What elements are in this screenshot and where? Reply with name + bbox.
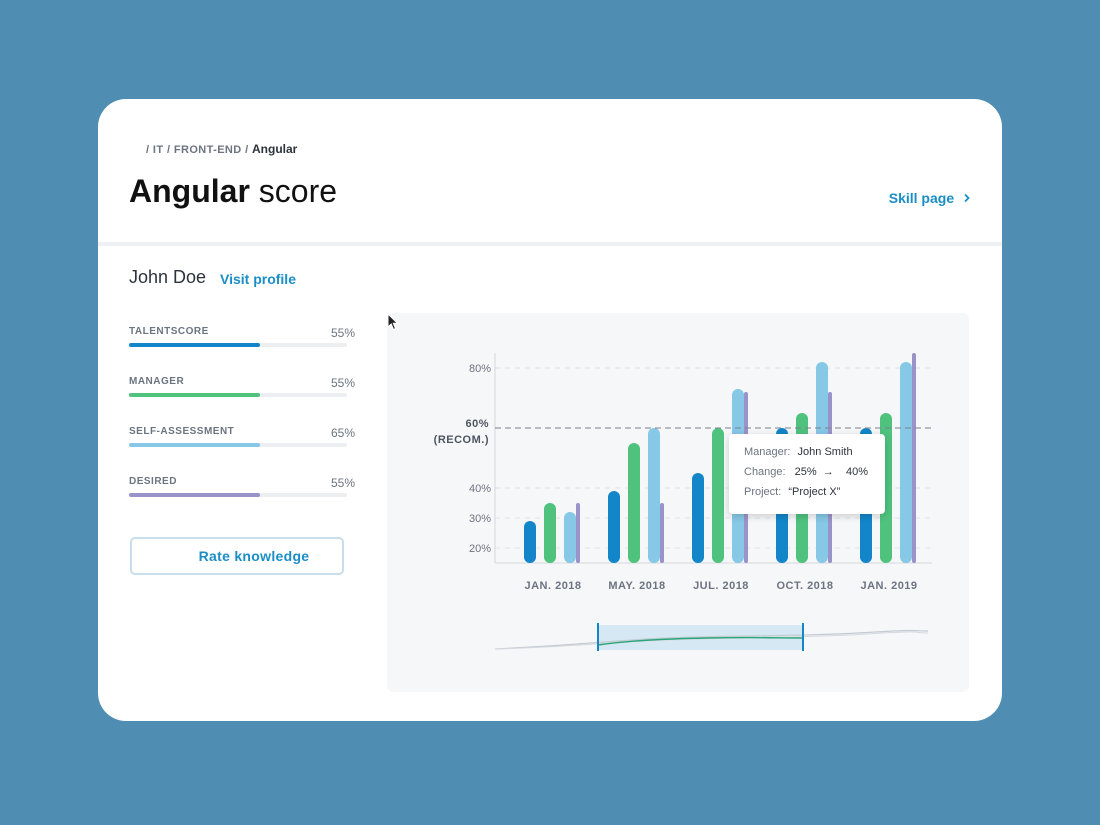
metric-track	[129, 343, 347, 347]
mouse-cursor-icon	[387, 313, 399, 331]
chevron-right-icon[interactable]	[962, 193, 972, 203]
breadcrumb-current: Angular	[252, 142, 298, 156]
metric-label: MANAGER	[129, 376, 185, 387]
bar	[648, 428, 660, 563]
page-title-suffix: score	[258, 173, 338, 209]
metric-track	[129, 493, 347, 497]
metric-value: 55%	[330, 376, 355, 390]
bar	[712, 428, 724, 563]
y-tick-label: 30%	[469, 513, 491, 525]
metric-fill	[129, 493, 260, 497]
navigator-line	[494, 629, 929, 650]
metric-value: 65%	[330, 426, 355, 440]
score-card: / IT / FRONT-END / Angular Angular score…	[98, 99, 1002, 721]
y-tick-label: 40%	[469, 483, 491, 495]
tooltip-manager-label: Manager:	[744, 446, 791, 458]
tooltip-project-value: “Project X”	[788, 486, 841, 498]
breadcrumb: / IT / FRONT-END / Angular	[146, 142, 297, 156]
x-category-label: OCT. 2018	[776, 580, 833, 592]
y-tick-label: 80%	[469, 363, 491, 375]
metric-label: DESIRED	[129, 476, 177, 487]
skill-page-label[interactable]: Skill page	[888, 190, 955, 206]
tooltip-manager-value: John Smith	[797, 446, 853, 458]
metric-talentscore: TALENTSCORE 55%	[129, 326, 355, 347]
metric-track	[129, 443, 347, 447]
metric-fill	[129, 443, 260, 447]
bar	[628, 443, 640, 563]
reference-label-note: (RECOM.)	[434, 434, 489, 446]
header-divider	[98, 242, 1002, 246]
x-category-label: JAN. 2018	[524, 580, 581, 592]
tooltip-project-label: Project:	[744, 486, 782, 498]
tooltip-change-from: 25%	[794, 466, 817, 478]
page-title-skill: Angular	[129, 173, 250, 209]
bar	[524, 521, 536, 563]
metric-fill	[129, 393, 260, 397]
bar	[900, 362, 912, 563]
reference-label-value: 60%	[465, 418, 489, 430]
arrow-right-icon: →	[819, 466, 843, 478]
x-category-label: JUL. 2018	[693, 580, 749, 592]
rate-knowledge-button[interactable]: Rate knowledge	[130, 537, 344, 575]
metric-self-assessment: SELF-ASSESSMENT 65%	[129, 426, 355, 447]
metric-label: SELF-ASSESSMENT	[129, 426, 235, 437]
bar	[692, 473, 704, 563]
metric-value: 55%	[330, 326, 355, 340]
skill-page-link[interactable]: Skill page	[889, 190, 972, 206]
bar	[564, 512, 576, 563]
user-name: John Doe	[129, 267, 207, 287]
metric-fill	[129, 343, 260, 347]
bar	[544, 503, 556, 563]
y-tick-label: 20%	[469, 543, 491, 555]
bar	[576, 503, 580, 563]
page-title: Angular score	[129, 173, 337, 210]
x-category-label: MAY. 2018	[608, 580, 665, 592]
tooltip-change-label: Change:	[744, 466, 786, 478]
bar	[608, 491, 620, 563]
bar	[660, 503, 664, 563]
metric-label: TALENTSCORE	[129, 326, 209, 337]
bar-tooltip: Manager: John Smith Change: 25% → 40% Pr…	[729, 434, 885, 514]
metric-desired: DESIRED 55%	[129, 476, 355, 497]
x-category-label: JAN. 2019	[860, 580, 917, 592]
metric-manager: MANAGER 55%	[129, 376, 355, 397]
chart-panel: 20% 30% 40% 80% JAN. 2018 MAY. 2018 JUL. 2018 O…	[387, 313, 969, 692]
tooltip-change-to: 40%	[846, 466, 869, 478]
bar	[912, 353, 916, 563]
breadcrumb-path[interactable]: / IT / FRONT-END /	[146, 144, 249, 156]
metric-value: 55%	[330, 476, 355, 490]
metric-track	[129, 393, 347, 397]
navigator-line-selected	[597, 636, 804, 646]
visit-profile-link[interactable]: Visit profile	[220, 271, 296, 287]
